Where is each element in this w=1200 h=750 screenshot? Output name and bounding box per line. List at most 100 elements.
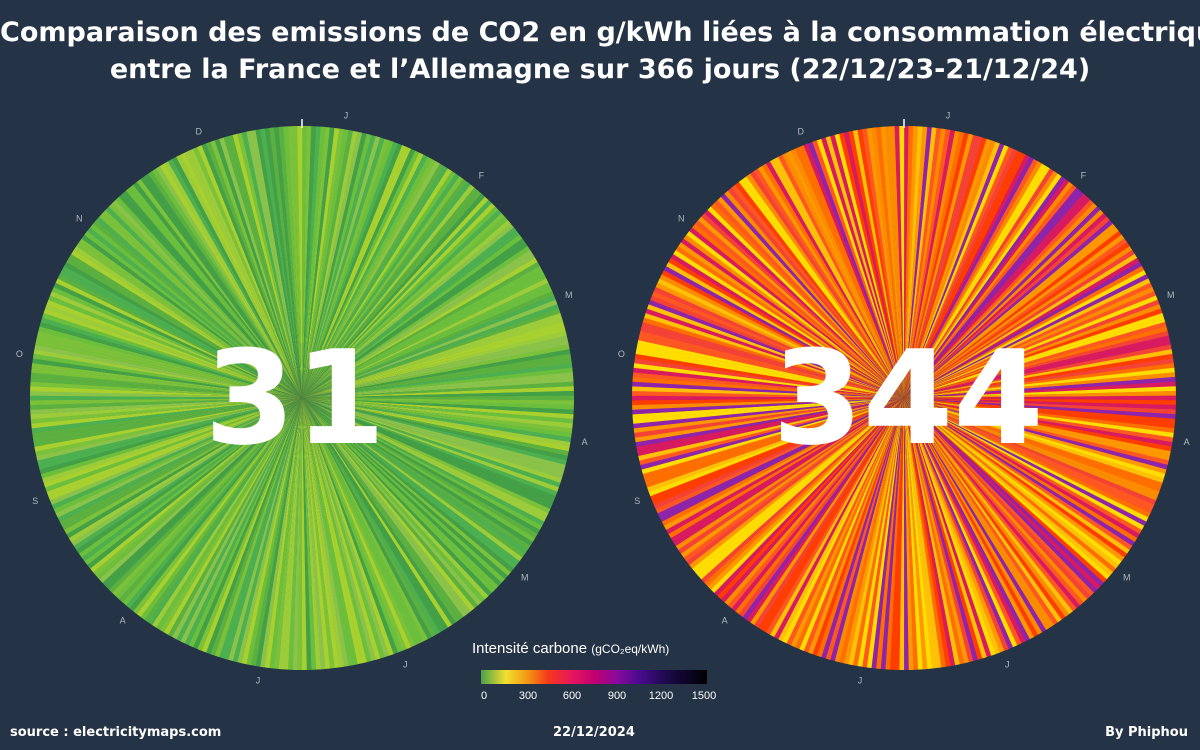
day-wedge [96,398,302,580]
day-wedge [302,398,499,590]
day-wedge [904,253,1138,398]
day-wedge [302,398,554,505]
day-wedge [115,196,303,398]
day-wedge [302,398,372,663]
day-wedge [61,398,302,531]
day-wedge [205,398,302,655]
day-wedge [843,131,904,398]
day-wedge [38,398,303,470]
day-wedge [904,227,1119,398]
day-wedge [904,398,1155,510]
day-wedge [219,137,302,398]
day-wedge [904,249,1135,398]
day-wedge [830,398,904,662]
day-wedge [904,398,983,660]
day-wedge [302,398,349,667]
day-wedge [904,398,1116,573]
day-wedge [655,282,904,398]
day-wedge [302,282,551,398]
day-wedge [904,154,1030,398]
day-wedge [675,398,904,550]
day-wedge [302,398,407,651]
day-wedge [904,398,1169,466]
day-wedge [302,154,428,398]
day-wedge [641,321,904,398]
day-wedge [125,398,302,609]
day-wedge [302,321,565,398]
day-wedge [904,187,1081,398]
month-label: F [1081,170,1087,180]
day-wedge [904,398,933,670]
day-wedge [904,398,1005,653]
day-wedge [302,196,489,398]
day-wedge [904,398,1113,576]
day-wedge [151,398,302,628]
day-wedge [302,299,558,398]
day-wedge [302,398,416,648]
day-wedge [302,398,479,609]
day-wedge [37,398,302,466]
day-wedge [635,398,904,447]
day-wedge [214,398,302,658]
day-wedge [302,223,514,398]
day-wedge [904,238,1128,398]
day-wedge [735,398,904,615]
day-wedge [302,362,573,398]
day-wedge [302,398,564,479]
day-wedge [302,203,496,398]
day-wedge [302,398,540,535]
day-wedge [232,398,302,663]
day-wedge [302,386,574,398]
day-wedge [302,398,566,470]
day-wedge [42,312,302,398]
day-wedge [302,398,424,644]
day-wedge [724,190,904,398]
day-wedge [640,398,904,470]
day-wedge [904,150,1022,398]
day-wedge [904,156,1035,398]
day-wedge [904,213,1107,398]
day-wedge [904,223,1116,398]
day-wedge [750,398,904,626]
day-wedge [904,398,1077,612]
day-wedge [904,367,1175,398]
day-wedge [31,398,302,434]
day-wedge [904,203,1098,398]
day-wedge [246,130,302,399]
day-wedge [159,163,302,398]
day-wedge [750,170,904,398]
day-wedge [32,398,302,438]
day-wedge [129,184,302,398]
day-wedge [152,168,302,398]
day-wedge [302,398,496,593]
day-wedge [302,398,441,635]
day-wedge [214,138,302,398]
day-wedge [904,398,1104,587]
day-wedge [59,398,302,526]
day-wedge [302,398,520,566]
day-wedge [904,216,1110,398]
day-wedge [803,143,904,398]
legend-tick: 300 [518,690,538,702]
legend-title-text: Intensité carbone [472,640,588,657]
day-wedge [782,152,904,398]
day-wedge [302,138,390,398]
day-wedge [799,145,904,398]
day-wedge [302,398,385,659]
day-wedge [184,398,302,646]
day-wedge [904,134,978,398]
day-wedge [302,156,433,398]
date-label: 22/12/2024 [553,725,635,740]
day-wedge [53,282,302,398]
day-wedge [140,176,302,398]
color-legend: Intensité carbone (gCO₂eq/kWh) 0 300 600… [472,640,722,702]
day-wedge [761,398,904,633]
day-wedge [163,398,302,635]
day-wedge [219,398,302,659]
day-wedge [30,398,303,415]
day-wedge [794,146,904,398]
day-wedge [904,376,1176,398]
day-wedge [904,398,1119,569]
month-label: F [479,170,485,180]
day-wedge [769,398,904,638]
